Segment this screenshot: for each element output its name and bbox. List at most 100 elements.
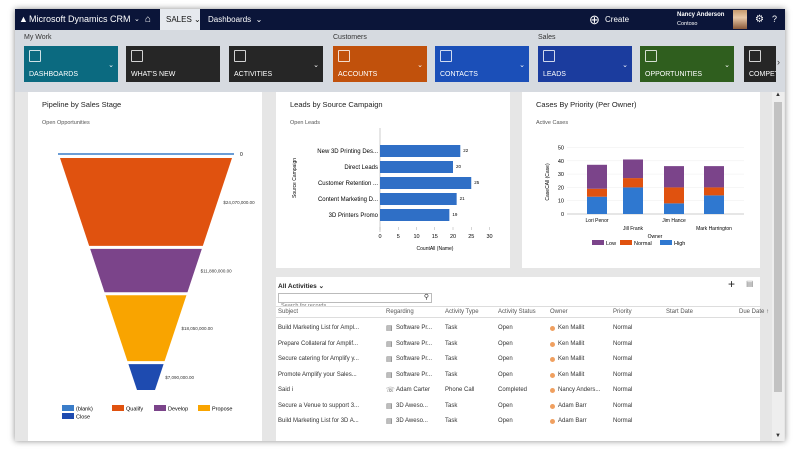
tile-whatsnew[interactable]: WHAT'S NEW: [126, 46, 220, 82]
cell-regarding[interactable]: Software Pr...: [396, 340, 433, 347]
tile-label: LEADS: [543, 71, 566, 78]
tile-contacts[interactable]: CONTACTS ⌄: [435, 46, 529, 82]
table-row[interactable]: Build Marketing List for Ampl... Software…: [276, 322, 760, 336]
cell-subject[interactable]: Secure a Venue to support 3...: [278, 402, 360, 409]
legend-label: Low: [606, 241, 616, 247]
cell-owner[interactable]: Adam Barr: [558, 402, 587, 409]
tile-chevron-icon[interactable]: ⌄: [108, 62, 114, 69]
bar-normal: [587, 188, 607, 197]
tile-icon: [234, 50, 246, 62]
app-title[interactable]: Microsoft Dynamics CRM: [29, 14, 131, 24]
tile-icon: [131, 50, 143, 62]
category-label: Customer Retention ...: [318, 181, 378, 187]
tile-chevron-icon[interactable]: ⌄: [313, 62, 319, 69]
tile-opportunities[interactable]: OPPORTUNITIES ⌄: [640, 46, 734, 82]
cell-owner[interactable]: Ken Mallit: [558, 340, 585, 347]
cell-activitystatus: Open: [498, 371, 513, 378]
view-options-icon[interactable]: ▤: [746, 279, 754, 288]
bar-normal: [664, 187, 684, 204]
scroll-down-icon[interactable]: ▼: [775, 433, 781, 439]
tile-chevron-icon[interactable]: ⌄: [417, 62, 423, 69]
help-icon[interactable]: ?: [772, 14, 778, 24]
user-name[interactable]: Nancy Anderson: [677, 12, 725, 18]
cell-activitystatus: Open: [498, 418, 513, 424]
home-icon[interactable]: ⌂: [145, 14, 152, 25]
table-row[interactable]: Promote Amplify your Sales... Software Pr…: [276, 369, 760, 383]
cell-owner[interactable]: Adam Barr: [558, 418, 587, 424]
add-icon[interactable]: +: [728, 277, 736, 291]
cell-regarding[interactable]: 3D Aweso...: [396, 402, 428, 409]
create-icon[interactable]: ⊕: [589, 12, 600, 27]
cell-subject[interactable]: Secure catering for Amplify y...: [278, 356, 359, 362]
cell-regarding[interactable]: Software Pr...: [396, 371, 433, 378]
tile-chevron-icon[interactable]: ⌄: [519, 62, 525, 69]
search-icon[interactable]: ⚲: [423, 294, 429, 301]
cell-regarding[interactable]: Adam Carter: [396, 387, 431, 393]
cell-subject[interactable]: Promote Amplify your Sales...: [278, 371, 357, 378]
user-icon: [550, 341, 555, 347]
tile-chevron-icon[interactable]: ⌄: [724, 62, 730, 69]
data-label: 21: [460, 196, 466, 201]
x-tick-label: 5: [397, 234, 400, 240]
avatar[interactable]: [733, 10, 747, 29]
view-selector[interactable]: All Activities ⌄: [278, 283, 325, 290]
cell-subject[interactable]: Build Marketing List for Ampl...: [278, 325, 360, 331]
tile-competitors[interactable]: COMPETITORS: [744, 46, 776, 82]
table-row[interactable]: Secure a Venue to support 3... 3D Aweso..…: [276, 400, 760, 414]
cell-subject[interactable]: Prepare Collateral for Amplif...: [278, 340, 359, 347]
y-tick-label: 20: [558, 185, 564, 191]
column-header[interactable]: Owner: [550, 309, 568, 315]
create-button[interactable]: Create: [605, 15, 630, 24]
scroll-right-icon[interactable]: ›: [777, 57, 780, 67]
app-chevron-icon[interactable]: ⌄: [134, 16, 140, 23]
cell-regarding[interactable]: 3D Aweso...: [396, 418, 428, 424]
scrollbar-thumb[interactable]: [774, 102, 782, 392]
legend-label: Propose: [212, 407, 233, 413]
table-row[interactable]: Said i Adam Carter Phone Call Completed Nanc…: [276, 384, 760, 398]
table-row[interactable]: Build Marketing List for 3D A... 3D Aweso…: [276, 415, 760, 429]
cell-regarding[interactable]: Software Pr...: [396, 356, 433, 362]
cell-owner[interactable]: Nancy Anders...: [558, 387, 601, 393]
cases-stacked-bar-chart: 0 10 20 30 40 50 Lori Penor Jill Frank Jim Hance…: [545, 146, 744, 247]
column-header[interactable]: Due Date ↑: [739, 309, 770, 315]
gear-icon[interactable]: ⚙: [755, 14, 764, 25]
y-tick-label: 30: [558, 172, 564, 178]
bar: [380, 161, 453, 173]
table-row[interactable]: Prepare Collateral for Amplif... Software…: [276, 338, 760, 352]
cell-owner[interactable]: Ken Mallit: [558, 325, 585, 331]
cell-subject[interactable]: Said i: [278, 387, 294, 393]
column-header[interactable]: Regarding: [386, 309, 414, 315]
tile-icon: [749, 50, 761, 62]
cell-priority: Normal: [613, 340, 633, 347]
cell-subject[interactable]: Build Marketing List for 3D A...: [278, 418, 359, 424]
y-tick-label: 40: [558, 159, 564, 165]
tile-leads[interactable]: LEADS ⌄: [538, 46, 632, 82]
tile-dashboards[interactable]: DASHBOARDS ⌄: [24, 46, 118, 82]
category-label: Content Marketing D...: [318, 197, 378, 203]
column-header[interactable]: Priority: [613, 309, 632, 315]
legend-label: High: [674, 241, 685, 247]
legend-label: Close: [76, 415, 90, 421]
cell-owner[interactable]: Ken Mallit: [558, 356, 585, 362]
funnel-value-label: $24,070,000.00: [223, 200, 255, 205]
cell-priority: Normal: [613, 356, 633, 362]
cell-priority: Normal: [613, 325, 633, 331]
x-tick-label: 20: [450, 234, 456, 240]
tile-accounts[interactable]: ACCOUNTS ⌄: [333, 46, 427, 82]
column-header[interactable]: Subject: [278, 309, 299, 315]
cases-title: Cases By Priority (Per Owner): [536, 100, 637, 109]
tile-chevron-icon[interactable]: ⌄: [622, 62, 628, 69]
column-header[interactable]: Activity Type: [445, 309, 479, 315]
cell-owner[interactable]: Ken Mallit: [558, 371, 585, 378]
group-customers: Customers: [333, 34, 367, 41]
view-name: All Activities: [278, 283, 317, 290]
page-scrollbar[interactable]: ▲ ▼: [772, 92, 784, 441]
cell-regarding[interactable]: Software Pr...: [396, 325, 433, 331]
section-menu-dashboards[interactable]: Dashboards ⌄: [208, 15, 263, 24]
table-row[interactable]: Secure catering for Amplify y... Software…: [276, 353, 760, 367]
tile-activities[interactable]: ACTIVITIES ⌄: [229, 46, 323, 82]
column-header[interactable]: Activity Status: [498, 309, 536, 315]
scroll-up-icon[interactable]: ▲: [775, 92, 781, 98]
column-header[interactable]: Start Date: [666, 309, 694, 315]
area-menu-sales[interactable]: SALES ⌄: [160, 9, 201, 30]
